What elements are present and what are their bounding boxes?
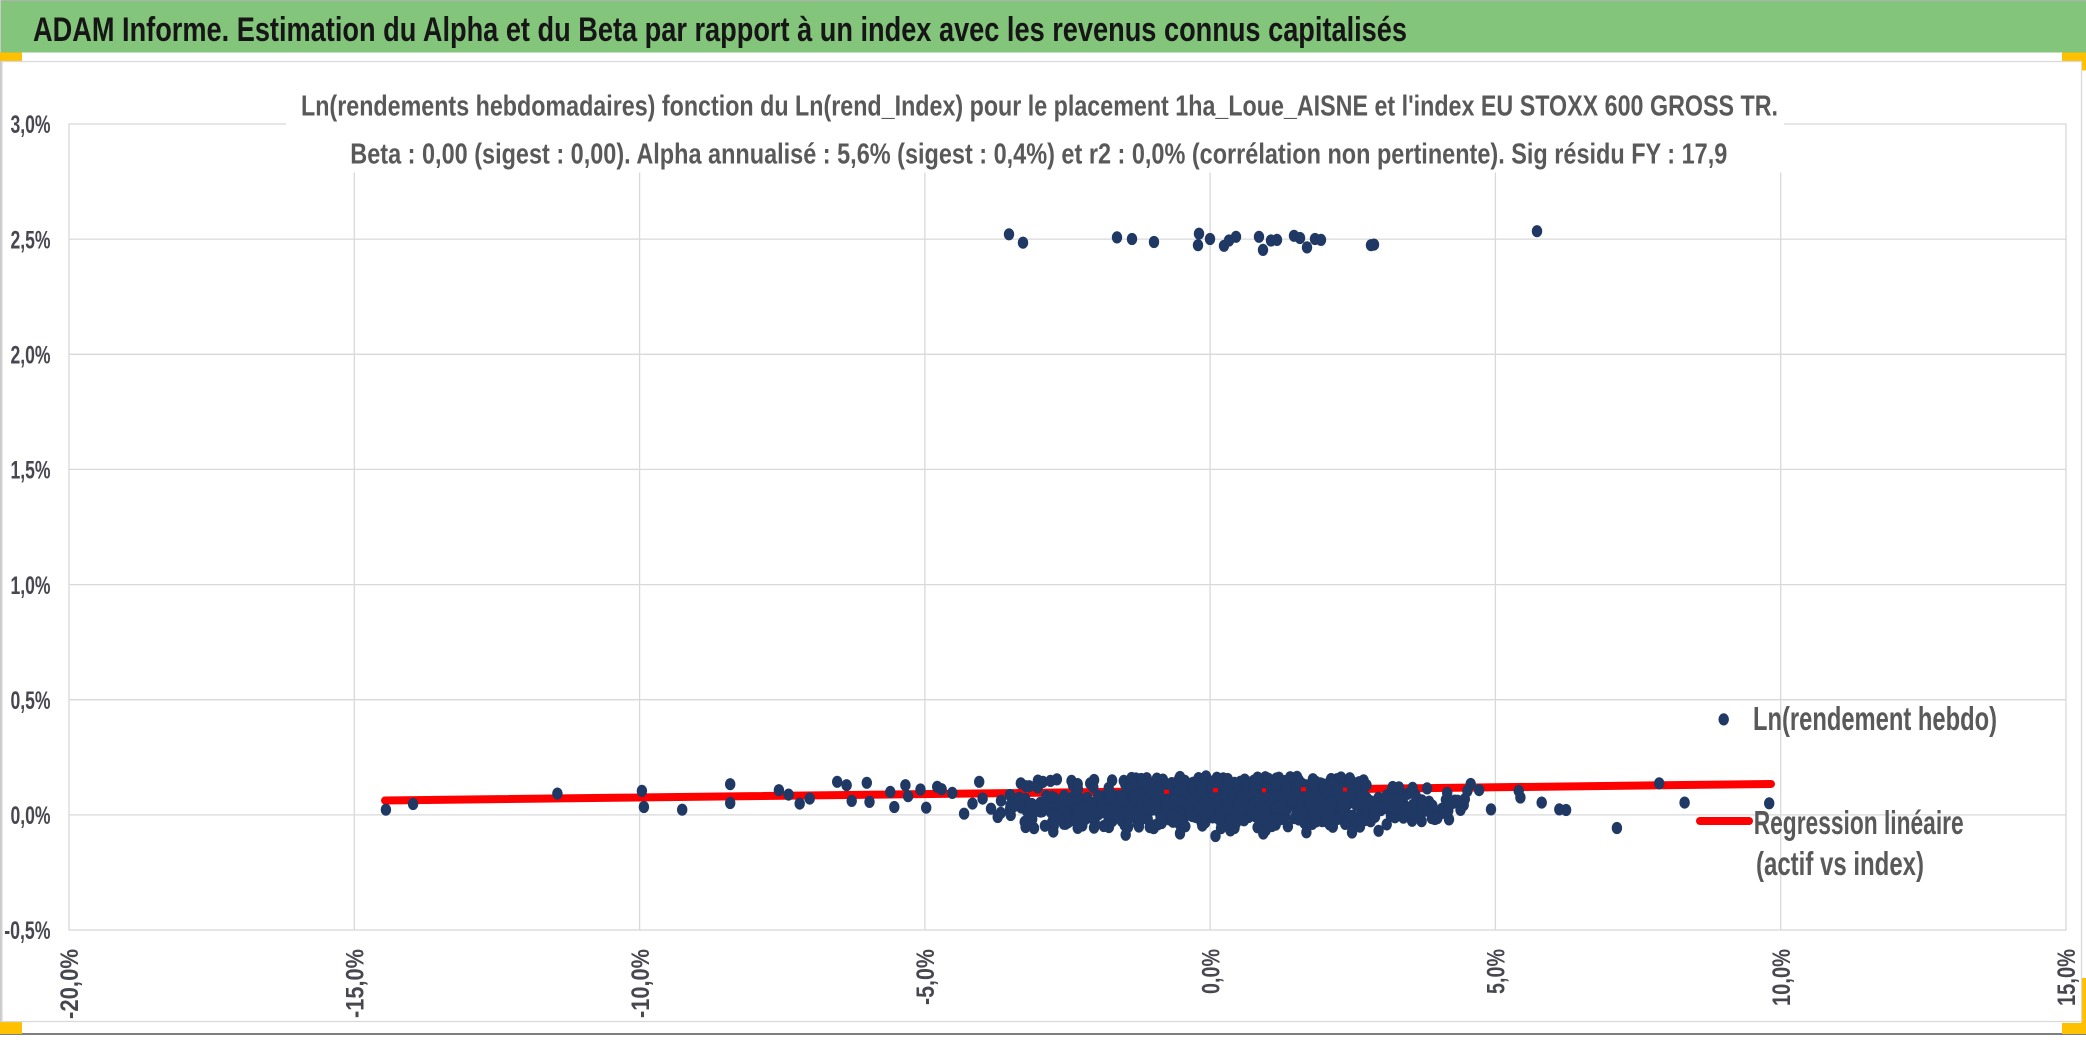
svg-text:0,0%: 0,0% (1197, 949, 1225, 994)
svg-text:1,5%: 1,5% (11, 457, 51, 485)
svg-text:Ln(rendement hebdo): Ln(rendement hebdo) (1753, 700, 1997, 737)
svg-text:5,0%: 5,0% (1483, 949, 1511, 994)
svg-text:ADAM Informe. Estimation du Al: ADAM Informe. Estimation du Alpha et du … (33, 11, 1407, 49)
svg-text:1,0%: 1,0% (11, 572, 51, 600)
svg-text:3,0%: 3,0% (11, 111, 51, 139)
svg-text:-20,0%: -20,0% (56, 949, 84, 1019)
svg-text:Beta : 0,00 (sigest : 0,00). A: Beta : 0,00 (sigest : 0,00). Alpha annua… (350, 138, 1727, 170)
svg-text:-5,0%: -5,0% (912, 949, 940, 1005)
svg-text:Ln(rendements hebdomadaires) f: Ln(rendements hebdomadaires) fonction du… (301, 90, 1778, 122)
svg-text:-15,0%: -15,0% (342, 949, 370, 1018)
svg-text:10,0%: 10,0% (1768, 949, 1796, 1006)
svg-text:(actif vs index): (actif vs index) (1756, 845, 1924, 882)
svg-text:0,5%: 0,5% (11, 687, 51, 715)
svg-text:2,0%: 2,0% (11, 342, 51, 370)
svg-text:-10,0%: -10,0% (627, 949, 655, 1018)
svg-text:2,5%: 2,5% (11, 226, 51, 254)
svg-text:-0,5%: -0,5% (4, 917, 50, 945)
svg-text:15,0%: 15,0% (2053, 949, 2081, 1006)
svg-text:0,0%: 0,0% (11, 802, 51, 830)
svg-text:Regression linéaire: Regression linéaire (1754, 804, 1964, 841)
